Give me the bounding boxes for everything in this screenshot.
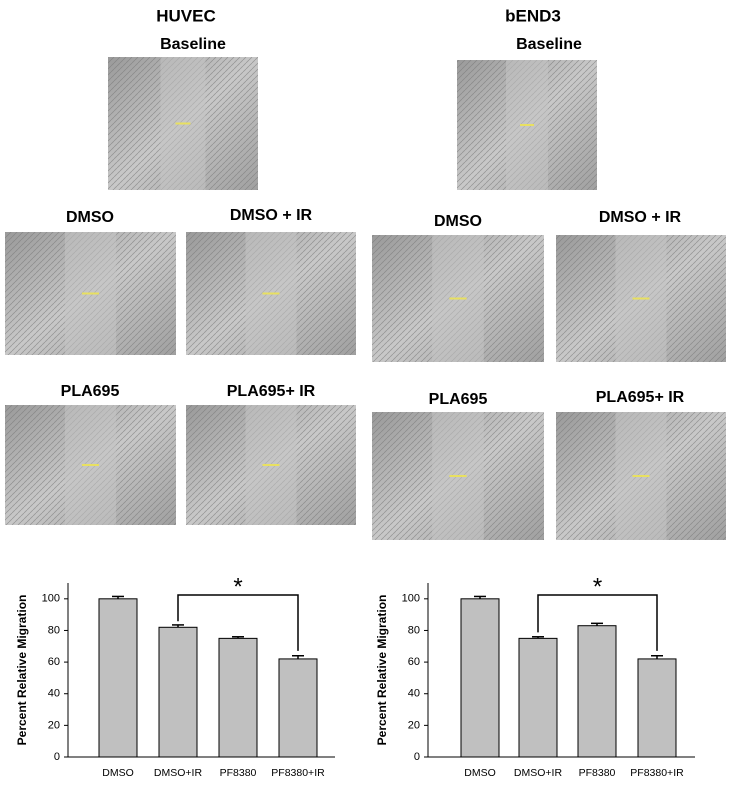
significance-mark: * <box>593 573 602 600</box>
x-tick-label: PF8380 <box>579 767 616 779</box>
y-tick-label: 80 <box>48 624 60 636</box>
y-tick-label: 60 <box>48 656 60 668</box>
panel-title: HUVEC <box>156 6 216 25</box>
y-tick-label: 0 <box>414 751 420 763</box>
y-tick-label: 0 <box>54 751 60 763</box>
x-tick-label: PF8380 <box>220 767 257 779</box>
y-tick-label: 40 <box>408 688 420 700</box>
image-label: PLA695 <box>61 383 120 400</box>
significance-bracket <box>537 594 658 651</box>
image-label: PLA695+ IR <box>227 383 316 400</box>
x-tick-label: PF8380+IR <box>630 767 684 779</box>
image-label: DMSO + IR <box>599 209 682 226</box>
panel-title: bEND3 <box>505 6 561 25</box>
bar <box>518 637 558 758</box>
significance-bracket <box>177 594 299 651</box>
bar <box>218 637 258 758</box>
y-axis-label: Percent Relative Migration <box>15 595 29 746</box>
bar <box>158 626 198 758</box>
x-tick-label: DMSO+IR <box>514 767 563 779</box>
y-tick-label: 40 <box>48 688 60 700</box>
y-tick-label: 100 <box>402 593 420 605</box>
bar <box>577 625 617 758</box>
image-label: DMSO <box>434 213 482 230</box>
bar <box>98 598 138 758</box>
image-label: PLA695 <box>429 391 488 408</box>
y-tick-label: 20 <box>408 719 420 731</box>
image-label: Baseline <box>160 36 226 53</box>
image-label: Baseline <box>516 36 582 53</box>
image-label: DMSO + IR <box>230 207 313 224</box>
x-tick-label: DMSO <box>102 767 134 779</box>
bar <box>637 658 677 758</box>
significance-mark: * <box>233 573 242 600</box>
image-label: PLA695+ IR <box>596 389 685 406</box>
y-tick-label: 20 <box>48 719 60 731</box>
bar <box>460 598 500 758</box>
y-axis-label: Percent Relative Migration <box>375 595 389 746</box>
y-tick-label: 60 <box>408 656 420 668</box>
image-label: DMSO <box>66 209 114 226</box>
x-tick-label: DMSO <box>464 767 496 779</box>
y-tick-label: 100 <box>42 593 60 605</box>
x-tick-label: DMSO+IR <box>154 767 203 779</box>
bar <box>278 658 318 758</box>
x-tick-label: PF8380+IR <box>271 767 325 779</box>
y-tick-label: 80 <box>408 624 420 636</box>
